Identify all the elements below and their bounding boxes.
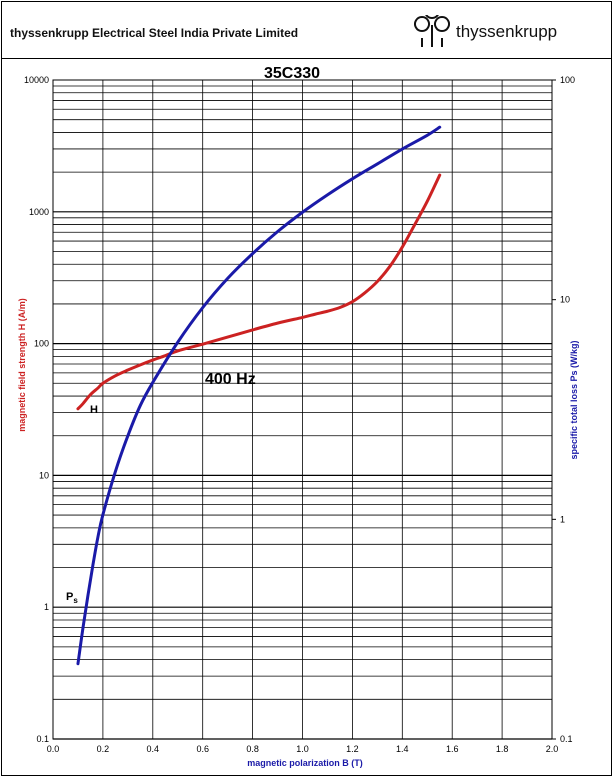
ps-curve-label: Ps <box>66 591 78 605</box>
y-right-tick-labels: 0.1 1 10 100 <box>552 75 575 744</box>
x-tick-label: 0.2 <box>97 744 110 754</box>
x-tick-labels: 0.0 0.2 0.4 0.6 0.8 1.0 1.2 1.4 1.6 1.8 2.0 <box>47 744 559 754</box>
y-left-tick-labels: 0.1 1 10 100 1000 10000 <box>24 75 49 744</box>
y-left-tick-label: 10 <box>39 470 49 480</box>
x-tick-label: 1.6 <box>446 744 459 754</box>
y-left-tick-label: 1 <box>44 602 49 612</box>
y-left-tick-label: 100 <box>34 339 49 349</box>
h-curve-label: H <box>90 404 98 416</box>
x-tick-label: 1.0 <box>296 744 309 754</box>
plot-border <box>52 79 553 740</box>
y-right-tick-label: 1 <box>560 514 565 524</box>
ps-label-main: P <box>66 591 73 603</box>
x-tick-label: 1.4 <box>396 744 409 754</box>
y-right-axis-label: specific total loss Ps (W/kg) <box>569 340 579 459</box>
x-tick-label: 0.6 <box>196 744 209 754</box>
h-curve <box>76 173 442 411</box>
x-tick-label: 0.8 <box>246 744 259 754</box>
logo: thyssenkrupp <box>414 14 557 50</box>
y-left-tick-label: 1000 <box>29 207 49 217</box>
header-divider <box>1 58 612 59</box>
ps-curve <box>76 125 442 666</box>
y-left-axis-label: magnetic field strength H (A/m) <box>17 298 27 432</box>
y-right-tick-label: 0.1 <box>560 734 573 744</box>
y-right-tick-label: 100 <box>560 75 575 85</box>
x-tick-label: 0.4 <box>147 744 160 754</box>
x-tick-label: 0.0 <box>47 744 60 754</box>
chart-grid <box>52 80 553 740</box>
y-left-tick-label: 0.1 <box>36 734 49 744</box>
logo-icon <box>414 15 450 47</box>
y-right-tick-label: 10 <box>560 295 570 305</box>
x-axis-label: magnetic polarization B (T) <box>247 758 363 768</box>
x-tick-label: 1.2 <box>346 744 359 754</box>
logo-text: thyssenkrupp <box>456 22 558 41</box>
chart-title: 35C330 <box>264 65 320 82</box>
y-left-tick-label: 10000 <box>24 75 49 85</box>
ps-label-sub: s <box>73 596 78 605</box>
frequency-annotation: 400 Hz <box>205 371 256 388</box>
x-tick-label: 1.8 <box>496 744 509 754</box>
x-tick-label: 2.0 <box>546 744 559 754</box>
company-name: thyssenkrupp Electrical Steel India Priv… <box>10 26 299 40</box>
